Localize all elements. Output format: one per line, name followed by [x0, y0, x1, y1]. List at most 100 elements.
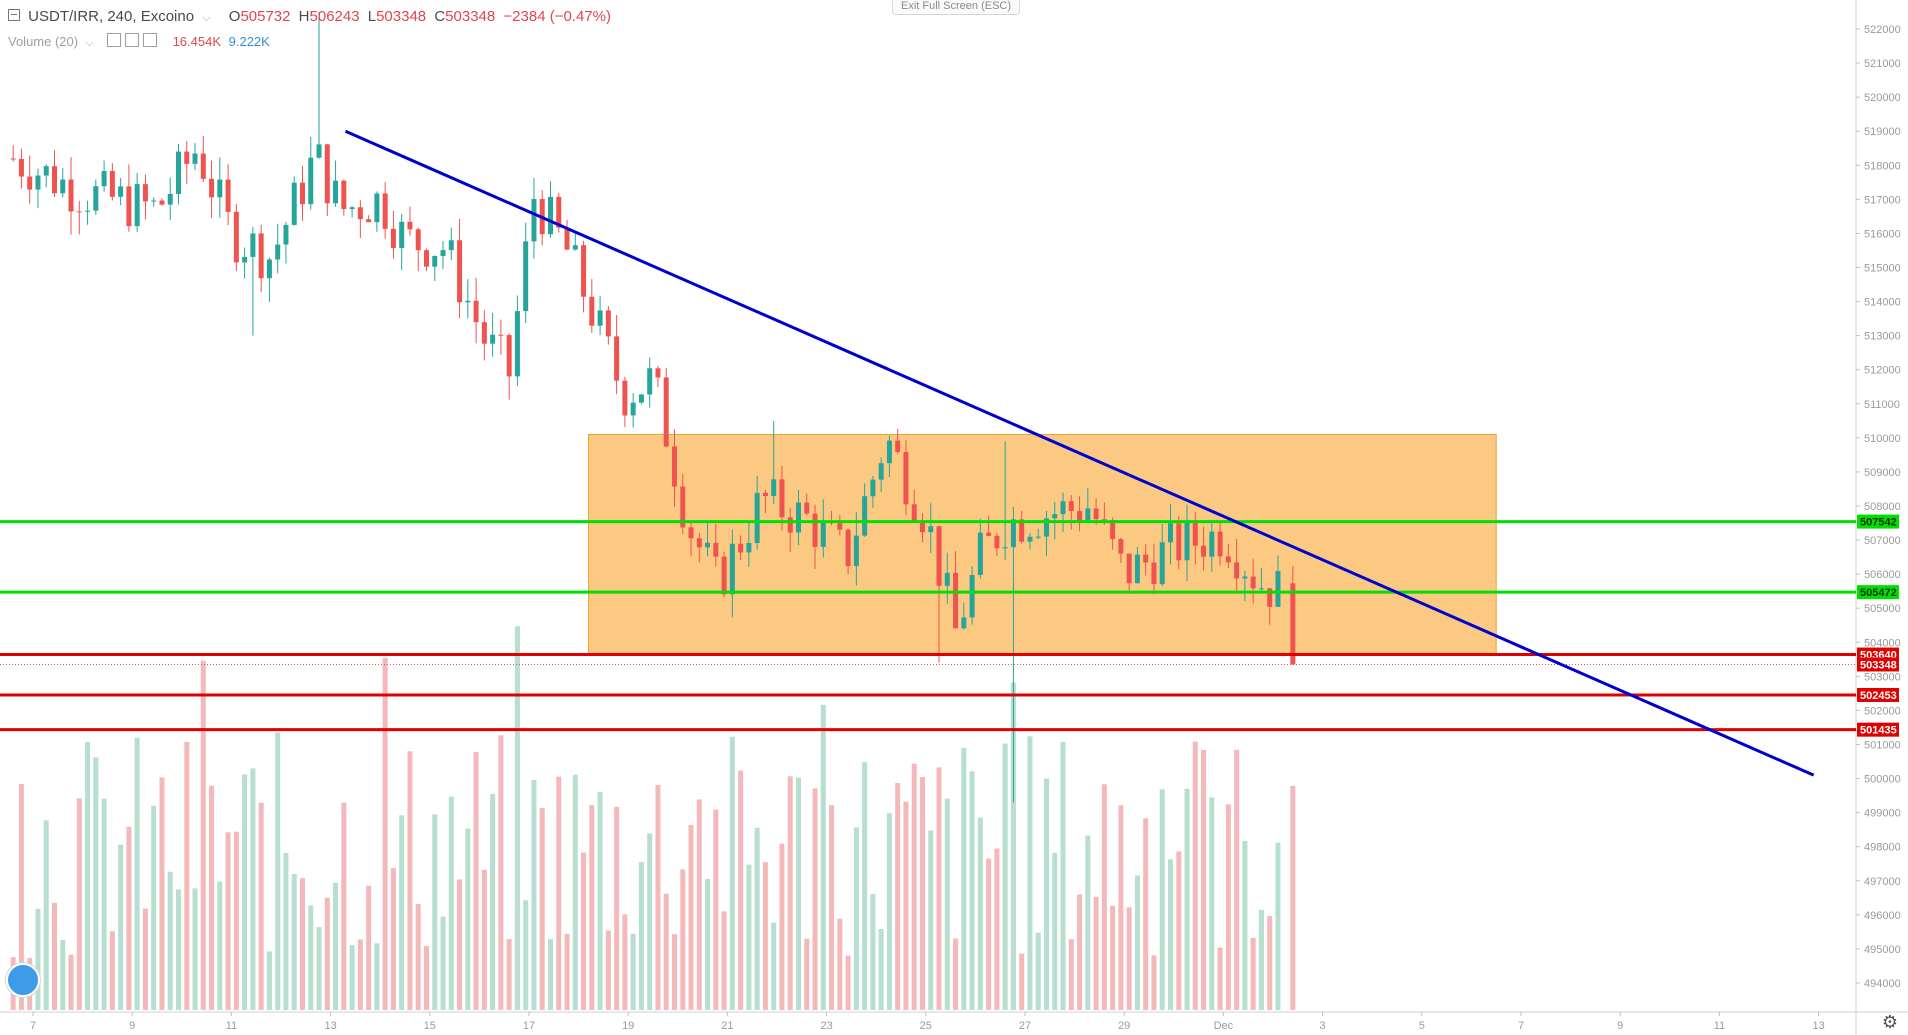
volume-bar: [1035, 932, 1041, 1010]
volume-bar: [250, 768, 256, 1010]
volume-bar: [308, 905, 314, 1010]
candle-body: [1043, 518, 1049, 537]
volume-bar: [738, 770, 744, 1010]
candle-body: [506, 335, 512, 377]
volume-bar: [209, 785, 215, 1010]
volume-bar: [812, 788, 818, 1010]
volume-bar: [1192, 741, 1198, 1010]
x-tick-label: 21: [721, 1020, 733, 1032]
volume-bar: [1250, 937, 1256, 1010]
volume-bar: [614, 806, 620, 1010]
candle-body: [986, 532, 992, 536]
candle-body: [911, 504, 917, 521]
chevron-down-icon[interactable]: ⌵: [202, 12, 211, 24]
volume-bar: [333, 882, 339, 1010]
volume-bar: [936, 767, 942, 1010]
x-tick-label: 15: [424, 1020, 436, 1032]
volume-bar: [1019, 953, 1025, 1010]
level-price-label: 505472: [1860, 587, 1897, 599]
candle-body: [341, 180, 347, 210]
volume-bar: [432, 814, 438, 1010]
y-tick-label: 500000: [1864, 774, 1901, 786]
candle-body: [275, 244, 281, 260]
volume-bar: [275, 732, 281, 1010]
candle-body: [795, 502, 801, 533]
exit-fullscreen-button[interactable]: Exit Full Screen (ESC): [892, 0, 1021, 15]
volume-bar: [85, 742, 91, 1010]
candle-body: [1250, 576, 1256, 589]
volume-bar: [713, 809, 719, 1010]
volume-bar: [1027, 736, 1033, 1010]
candle-body: [10, 158, 16, 160]
volume-bar: [523, 900, 529, 1010]
volume-bar: [1176, 851, 1182, 1010]
volume-bar: [1217, 947, 1223, 1010]
candle-body: [837, 523, 843, 530]
candle-body: [655, 368, 661, 378]
y-tick-label: 511000: [1864, 399, 1900, 411]
volume-bar: [1043, 778, 1049, 1010]
candle-body: [283, 224, 289, 245]
candle-body: [581, 245, 587, 297]
volume-bar: [589, 805, 595, 1010]
chevron-down-icon[interactable]: ⌵: [85, 38, 94, 49]
collapse-icon[interactable]: [8, 9, 20, 21]
volume-bar: [184, 741, 190, 1010]
candle-body: [531, 199, 537, 242]
volume-bar: [118, 844, 124, 1010]
close-icon[interactable]: [142, 33, 157, 47]
y-tick-label: 495000: [1864, 944, 1901, 956]
volume-bar: [853, 827, 859, 1010]
candle-body: [804, 502, 810, 514]
candle-body: [1052, 514, 1058, 519]
volume-bar: [746, 864, 752, 1010]
volume-value-buy: 9.222K: [228, 34, 270, 49]
gear-icon[interactable]: ⚙: [1881, 1012, 1898, 1032]
volume-bar: [597, 792, 603, 1010]
volume-label[interactable]: Volume (20): [8, 34, 79, 49]
candle-body: [680, 486, 686, 528]
x-tick-label: 13: [1812, 1020, 1824, 1032]
candle-body: [159, 200, 165, 205]
tradingview-logo-icon[interactable]: [6, 963, 40, 997]
y-tick-label: 520000: [1864, 92, 1901, 104]
x-tick-label: 5: [1419, 1020, 1425, 1032]
candle-body: [51, 166, 57, 194]
candle-body: [448, 240, 454, 251]
volume-bar: [1143, 818, 1149, 1010]
volume-bar: [928, 830, 934, 1010]
candle-body: [523, 241, 529, 312]
candle-body: [142, 184, 148, 202]
volume-bar: [1118, 805, 1124, 1010]
volume-bar: [1159, 789, 1165, 1010]
symbol-label[interactable]: USDT/IRR, 240, Excoino: [28, 8, 195, 25]
volume-bar: [1052, 852, 1058, 1010]
volume-bar: [1151, 955, 1157, 1010]
volume-bar: [779, 843, 785, 1010]
candle-body: [27, 176, 33, 190]
volume-bar: [1258, 909, 1264, 1010]
volume-bar: [167, 871, 173, 1010]
candle-body: [498, 334, 504, 336]
candle-body: [18, 159, 24, 177]
candle-body: [457, 240, 463, 303]
eye-icon[interactable]: [106, 33, 121, 47]
volume-bar: [986, 858, 992, 1010]
candle-body: [490, 334, 496, 344]
candle-body: [1143, 554, 1149, 563]
settings-icon[interactable]: [124, 33, 139, 47]
volume-bar: [663, 893, 669, 1010]
candle-body: [35, 175, 41, 190]
x-tick-label: 17: [523, 1020, 535, 1032]
volume-bar: [366, 885, 372, 1010]
candle-body: [1209, 531, 1215, 557]
candle-body: [969, 574, 975, 618]
candle-body: [316, 144, 322, 158]
candle-body: [184, 151, 190, 164]
volume-bar: [1010, 682, 1016, 1010]
y-tick-label: 501000: [1864, 739, 1901, 751]
volume-bar: [953, 938, 959, 1010]
candle-body: [43, 166, 49, 176]
volume-bar: [126, 826, 132, 1010]
